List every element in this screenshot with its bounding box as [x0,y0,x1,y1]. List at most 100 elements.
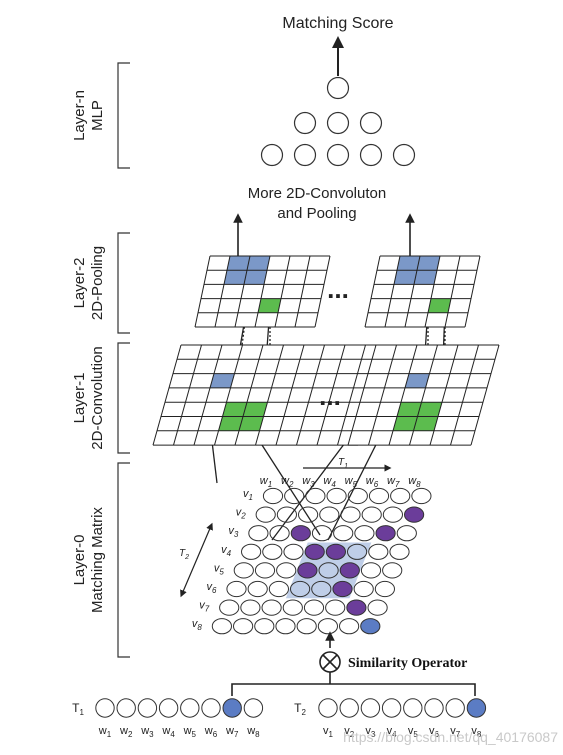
t2-token [466,698,487,718]
layer-bracket [117,62,130,169]
matrix-cell [326,487,347,505]
matrix-row-label: v6 [207,581,218,595]
grid-line [296,344,325,446]
grid-line [274,255,291,328]
mlp-neuron [260,143,284,167]
matrix-cell [360,618,381,635]
t1-token-label: w7 [225,725,239,739]
matrix-cell [296,618,317,635]
convolution-map-left [152,344,387,446]
t2-token-label: v6 [429,725,440,739]
convolution-map-right [347,344,500,446]
layer-name: Layer-n [71,90,88,141]
grid-line [234,344,264,446]
t2-token [360,698,381,718]
t1-token [243,698,264,718]
more-conv-label-line1: More 2D-Convoluton [248,185,386,202]
t1-label: T1 [72,701,84,717]
matrix-cell [219,599,240,616]
grid-line [275,344,305,446]
matrix-cell [317,618,338,635]
matrix-cell [255,506,276,523]
t2-token-label: v5 [408,725,419,739]
matrix-cell [268,580,289,598]
similarity-operator: Similarity Operator [231,631,476,696]
grid-line [450,344,479,446]
input-sequences: T1 w1 w2 w3 w4 w5 w6 w7 w8 T2 v1 v2 v3 v4 v5 v6 v7 v8 [72,698,487,739]
t1-token-label: w2 [119,725,133,739]
matrix-col-label: w4 [323,475,336,489]
t2-label: T2 [294,701,306,717]
grid-highlight-cell [258,298,281,313]
similarity-operator-label: Similarity Operator [348,656,467,671]
grid-line [255,344,284,446]
matrix-cell [346,599,367,616]
matrix-cell [284,487,305,505]
grid-line [464,255,481,328]
grid-line [347,344,377,446]
matrix-row-label: v7 [199,600,210,614]
matrix-cell [298,506,319,523]
matrix-cell [390,487,411,505]
matrix-cell [382,506,403,523]
mlp-neuron [326,143,350,167]
matrix-row-label: v4 [221,544,232,558]
grid-line [193,344,223,446]
matching-matrix: w1 w2 w3 w4 w5 w6 w7 w8 v1 v2 v3 v4 v5 v6 v7 v8 T1 T2 [179,457,432,635]
t1-token-label: w6 [204,725,218,739]
t1-token [137,698,158,718]
matrix-col-label: w2 [281,475,294,489]
matrix-cell [241,543,262,560]
matrix-cell [303,599,325,616]
matrix-cell [211,618,232,635]
grid-line [214,344,243,446]
layer-bracket [117,462,130,658]
layer-bracket [117,232,130,334]
grid-line [234,255,251,328]
matrix-col-label: w6 [366,475,379,489]
matrix-cell [262,543,283,560]
grid-line [173,344,202,446]
t2-axis-arrow [180,522,213,598]
mlp-neuron [293,111,317,135]
matrix-cell [318,562,339,579]
matrix-cell [290,525,311,542]
matrix-cell [367,599,388,616]
matrix-cell [361,506,382,523]
matrix-col-label: w7 [387,475,400,489]
matrix-col-label: w1 [260,475,272,489]
matrix-cell [311,580,332,598]
matrix-cell [368,543,389,560]
t1-token-label: w5 [183,725,197,739]
mlp-neuron [359,111,383,135]
matrix-cell [347,487,368,505]
matrix-col-label: w3 [302,475,315,489]
matrix-cell [368,487,390,505]
pooling-map-right [364,255,481,328]
matrix-cell [276,562,297,579]
t2-axis-label: T2 [179,548,189,561]
t2-token [339,698,359,718]
matrix-cell [311,525,333,542]
matrix-cell [374,580,395,598]
more-conv-label-line2: and Pooling [277,205,356,222]
t2-token [403,698,423,718]
grid-bg [365,256,480,327]
matrix-cell [283,543,304,560]
layer-label-3: Layer-0 Matching Matrix [71,507,106,613]
pooling-map-left [194,255,331,328]
layer-label-1: Layer-2 2D-Pooling [71,246,106,320]
matrix-cell [248,525,269,542]
matrix-row-label: v2 [236,507,247,521]
t1-token [201,698,221,718]
layer-sub: Matching Matrix [89,507,106,613]
matrix-cell [304,543,325,560]
matrix-cell [333,525,354,542]
mlp-neuron [326,76,350,100]
t2-token-label: v7 [450,725,461,739]
mlp-neuron [293,143,317,167]
t2-token-label: v3 [365,725,376,739]
matrix-cell [354,525,375,542]
matrix-cell [275,618,296,635]
